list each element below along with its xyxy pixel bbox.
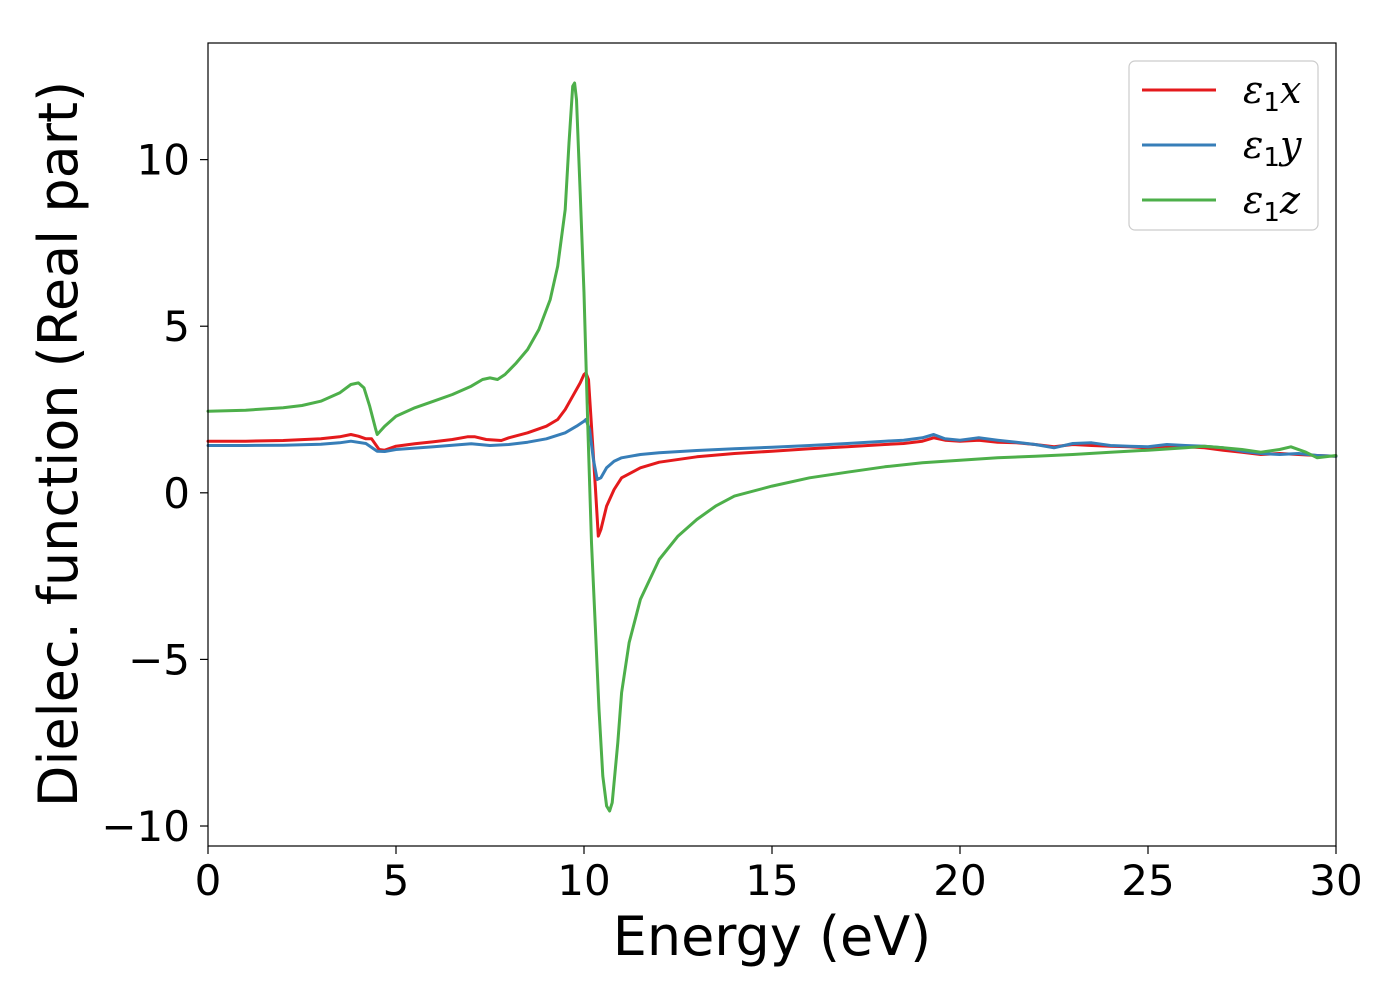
- y-tick-label: 10: [137, 136, 190, 185]
- legend-box: [1128, 60, 1319, 231]
- x-tick-label: 0: [195, 856, 222, 905]
- x-tick-label: 5: [383, 856, 410, 905]
- y-tick-label: −5: [128, 635, 190, 684]
- y-axis-ticks: −10 −5 0 5 10: [101, 136, 208, 851]
- legend-label-y: ε1y: [1243, 123, 1302, 173]
- y-tick-label: −10: [101, 802, 190, 851]
- y-tick-label: 0: [163, 469, 190, 518]
- x-tick-label: 25: [1121, 856, 1174, 905]
- x-tick-label: 10: [557, 856, 610, 905]
- x-tick-label: 20: [933, 856, 986, 905]
- x-axis-ticks: 0 5 10 15 20 25 30: [195, 846, 1363, 905]
- x-tick-label: 30: [1309, 856, 1362, 905]
- x-axis-label: Energy (eV): [613, 905, 932, 968]
- series-line-z: [206, 81, 1338, 813]
- legend-label-x: ε1x: [1243, 68, 1301, 118]
- series-line-y: [206, 418, 1338, 481]
- legend-label-z: ε1z: [1243, 178, 1301, 228]
- x-tick-label: 15: [745, 856, 798, 905]
- y-tick-label: 5: [163, 302, 190, 351]
- y-axis-label: Dielec. function (Real part): [27, 81, 90, 807]
- series-layer: [206, 81, 1338, 813]
